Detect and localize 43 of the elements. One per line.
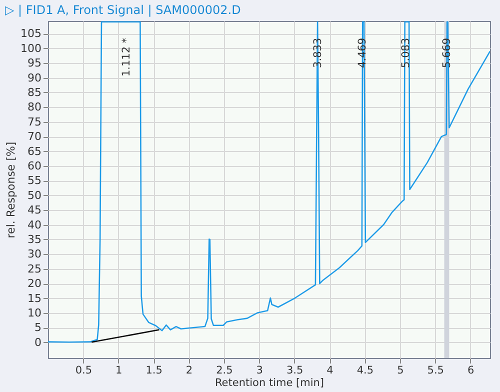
y-tick-label: 80 (28, 100, 42, 114)
y-axis-title: rel. Response [%] (4, 142, 18, 238)
x-tick-label: 6 (467, 364, 474, 376)
y-tick-label: 30 (28, 248, 42, 261)
y-tick-label: 105 (20, 27, 42, 40)
y-tick-label: 50 (28, 188, 42, 202)
x-tick-label: 2.5 (216, 364, 233, 376)
y-tick-label: 45 (28, 204, 42, 217)
y-tick-label: 40 (28, 218, 42, 232)
chart-title: ▷ | FID1 A, Front Signal | SAM000002.D (5, 3, 241, 17)
line-series (48, 21, 490, 343)
y-tick-label: 10 (28, 306, 42, 320)
y-tick-label: 55 (28, 174, 42, 188)
y-tick-label: 5 (34, 321, 42, 334)
y-tick-label: 85 (28, 86, 42, 99)
x-tick-label: 3.5 (286, 364, 304, 376)
y-tick-label: 95 (28, 56, 42, 70)
x-tick-label: 1 (116, 364, 122, 376)
annotation: 3.833 (312, 38, 324, 68)
y-tick-label: 65 (28, 144, 42, 158)
x-axis-title: Retention time [min] (214, 377, 324, 389)
annotation: 5.669 (440, 38, 453, 68)
y-tick-label: 25 (28, 262, 42, 276)
x-tick-label: 5.5 (427, 364, 444, 376)
annotation: 5.083 (400, 38, 412, 68)
annotation: 1.112 * (120, 38, 132, 77)
y-tick-label: 70 (28, 130, 42, 144)
y-tick-label: 100 (20, 42, 42, 55)
x-tick-label: 3 (256, 364, 263, 376)
y-tick-label: 20 (28, 277, 42, 290)
y-tick-label: 60 (28, 159, 42, 172)
y-tick-label: 0 (34, 336, 42, 349)
y-tick-label: 35 (28, 232, 42, 246)
x-tick-label: 5 (397, 364, 404, 376)
x-tick-label: 4 (326, 364, 334, 376)
x-tick-label: 1.5 (146, 364, 162, 376)
x-tick-label: 0.5 (75, 364, 92, 376)
x-tick-label: 2 (186, 364, 193, 376)
annotation: 4.469 (356, 38, 369, 68)
x-tick-label: 4.5 (356, 364, 374, 376)
y-tick-label: 75 (28, 115, 42, 128)
y-tick-label: 90 (28, 71, 42, 84)
y-tick-label: 15 (28, 292, 42, 305)
